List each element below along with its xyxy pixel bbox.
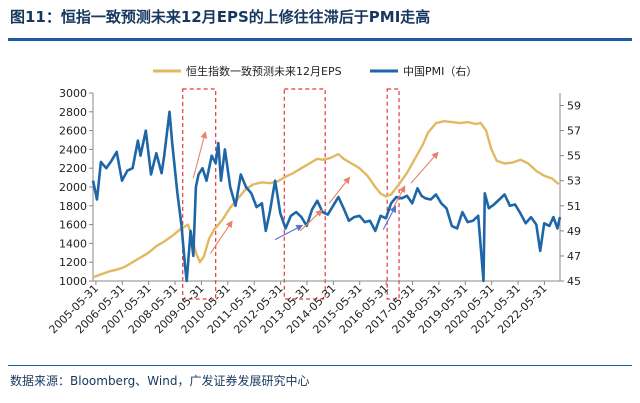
left-tick-label: 1200 — [59, 256, 87, 269]
pmi-series-line — [91, 110, 562, 283]
left-tick-label: 1600 — [59, 219, 87, 232]
right-tick-label: 59 — [567, 100, 581, 113]
trend-arrow-up — [299, 209, 323, 232]
trend-arrow-up — [393, 185, 406, 208]
trend-arrow-up — [209, 220, 233, 254]
source-note: 数据来源：Bloomberg、Wind，广发证券发展研究中心 — [10, 374, 310, 388]
right-tick-label: 47 — [567, 250, 581, 263]
legend: 恒生指数一致预测未来12月EPS 中国PMI（右） — [153, 64, 477, 78]
trend-arrow-down — [382, 205, 397, 230]
right-tick-label: 51 — [567, 200, 581, 213]
trend-arrows — [192, 131, 439, 254]
eps-series-line — [92, 120, 560, 279]
highlight-box — [182, 88, 217, 300]
trend-arrow-up — [328, 176, 351, 204]
series-lines — [91, 110, 562, 283]
right-tick-label: 49 — [567, 225, 581, 238]
legend-eps-label: 恒生指数一致预测未来12月EPS — [186, 64, 342, 78]
highlight-box — [283, 88, 326, 300]
left-tick-label: 1400 — [59, 237, 87, 250]
trend-arrow-down — [274, 224, 304, 241]
left-tick-label: 2200 — [59, 162, 87, 175]
left-tick-label: 2800 — [59, 106, 87, 119]
highlight-box — [386, 88, 400, 300]
left-tick-label: 2600 — [59, 125, 87, 138]
highlight-ranges — [182, 88, 400, 300]
title-divider — [8, 38, 632, 41]
left-tick-label: 1000 — [59, 275, 87, 288]
left-tick-label: 2000 — [59, 181, 87, 194]
legend-pmi-label: 中国PMI（右） — [403, 64, 477, 78]
right-tick-label: 53 — [567, 175, 581, 188]
right-tick-label: 57 — [567, 125, 581, 138]
footer-divider — [8, 365, 632, 366]
trend-arrow-up — [410, 151, 439, 184]
left-tick-label: 1800 — [59, 200, 87, 213]
right-tick-label: 45 — [567, 275, 581, 288]
left-tick-label: 2400 — [59, 143, 87, 156]
axes: 1000 1200 1400 1600 1800 2000 2200 2400 2600 2800… — [47, 87, 581, 336]
right-tick-label: 55 — [567, 150, 581, 163]
left-tick-label: 3000 — [59, 87, 87, 100]
trend-arrow-up — [192, 131, 208, 179]
page-title: 图11：恒指一致预测未来12月EPS的上修往往滞后于PMI走高 — [10, 8, 431, 26]
